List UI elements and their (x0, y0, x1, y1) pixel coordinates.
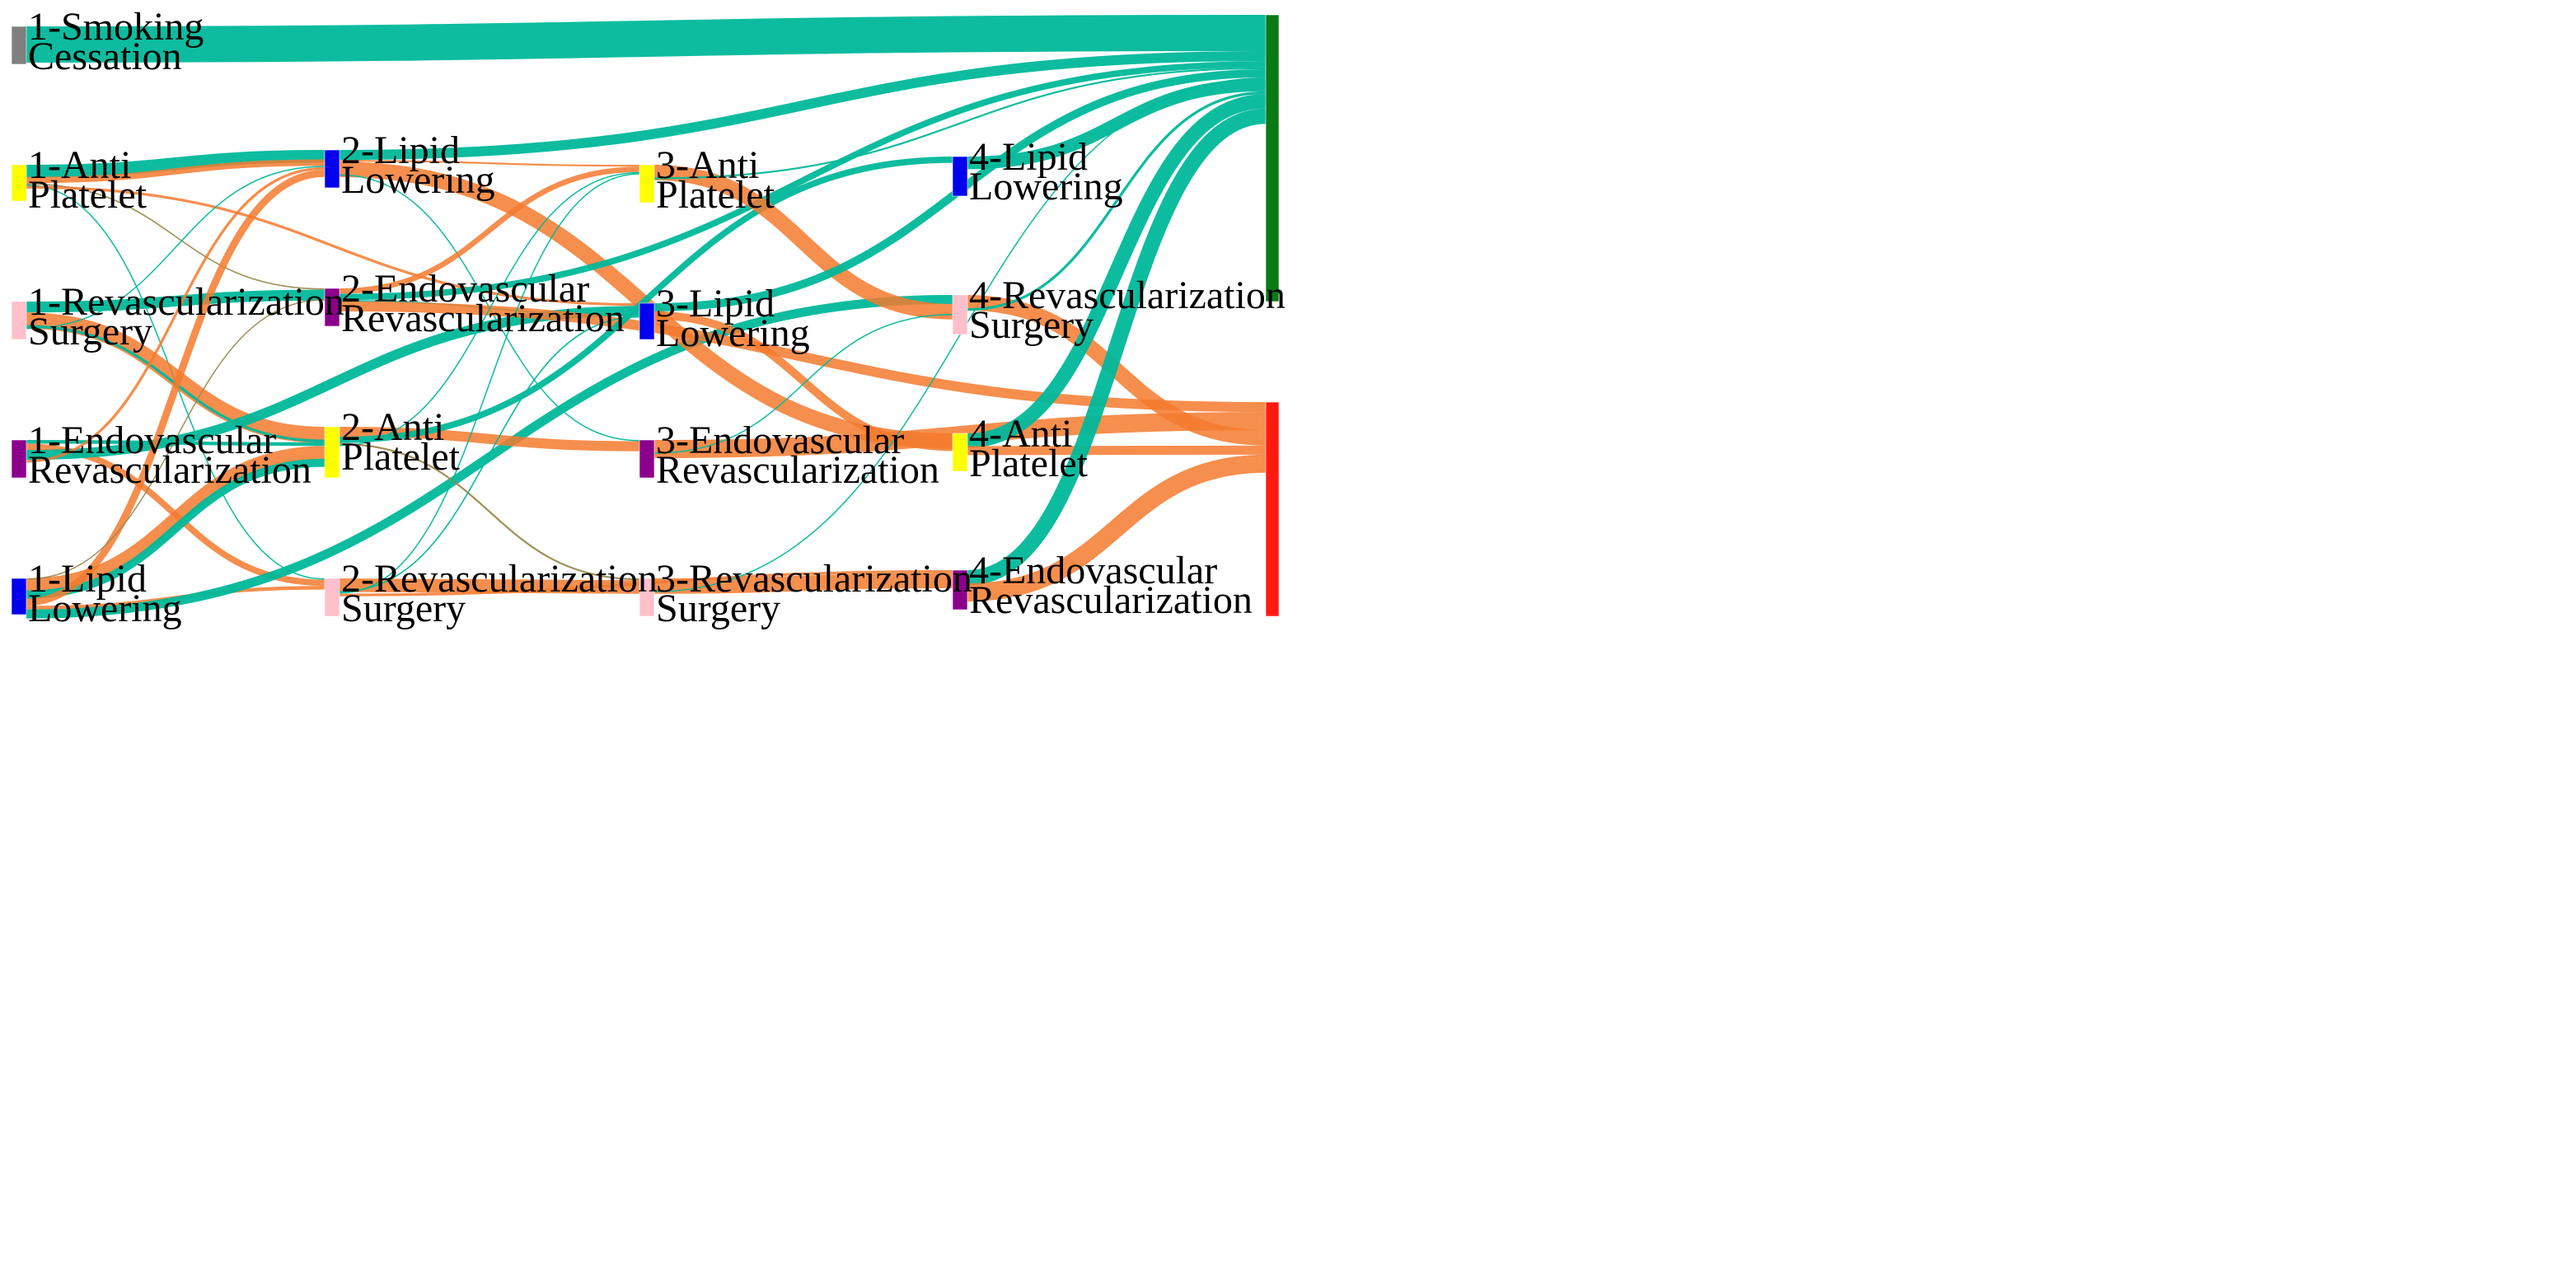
node-sink-positive (1265, 14, 1280, 302)
node-n2-endo (324, 288, 340, 327)
flow-link-n2-lipid-to-n3-anti-21 (339, 160, 640, 167)
node-n4-revsurg (952, 294, 968, 335)
flow-link-n2-anti-to-n3-revsurg-30 (339, 442, 640, 581)
node-n1-lipid (11, 578, 27, 615)
flow-link-n4-anti-to-sink-positive-47 (967, 94, 1267, 448)
flow-link-n3-anti-to-n4-revsurg-36 (653, 165, 953, 320)
node-label-n1-anti: 1-Anti Platelet (28, 143, 148, 217)
node-label-n1-lipid: 1-Lipid Lowering (28, 557, 182, 630)
flow-nodes (11, 14, 1280, 617)
flow-link-n1-smoking-to-sink-positive-0 (26, 15, 1267, 63)
node-label-n1-smoking: 1-Smoking Cessation (28, 5, 204, 78)
node-label-n2-anti: 2-Anti Platelet (341, 405, 461, 479)
flow-link-n1-anti-to-n2-lipid-1 (26, 150, 326, 178)
node-label-n4-anti: 4-Anti Platelet (969, 412, 1089, 485)
flow-link-n2-endo-to-sink-positive-25 (339, 61, 1267, 301)
node-n3-lipid (639, 302, 655, 340)
node-label-n2-revsurg: 2-Revascularization Surgery (341, 557, 658, 630)
node-n1-anti (11, 164, 27, 202)
node-label-n3-revsurg: 3-Revascularization Surgery (656, 557, 972, 630)
node-n3-revsurg (639, 578, 655, 617)
flow-link-n2-revsurg-to-n3-anti-34 (339, 173, 640, 594)
node-n2-revsurg (324, 578, 340, 617)
flow-link-n1-lipid-to-n4-revsurg-18 (26, 295, 953, 619)
flow-link-n1-anti-to-n2-lipid-2 (26, 159, 326, 184)
flow-link-n1-anti-to-n3-lipid-5 (26, 185, 640, 306)
node-n4-anti (952, 433, 968, 472)
flow-link-n1-lipid-to-n2-endo-19 (26, 299, 326, 580)
flow-link-n1-revsurg-to-n2-endo-6 (26, 289, 326, 313)
node-label-n1-endo: 1-Endovascular Revascularization (28, 419, 311, 492)
flow-link-n1-lipid-to-n2-anti-15 (26, 458, 326, 599)
flow-link-n3-endo-to-n4-revsurg-41 (653, 314, 953, 454)
node-n4-endo (952, 569, 968, 611)
flow-link-n2-lipid-to-sink-positive-20 (339, 51, 1267, 161)
flow-link-n3-anti-to-sink-positive-37 (653, 67, 1267, 180)
node-label-n1-revsurg: 1-Revascularization Surgery (28, 280, 344, 353)
node-n3-anti (639, 164, 655, 204)
node-n1-smoking (11, 26, 27, 65)
flow-link-n2-anti-to-n3-anti-31 (339, 171, 640, 447)
flow-link-n4-anti-to-sink-negative-48 (967, 445, 1267, 456)
node-n2-anti (324, 426, 340, 479)
flow-link-n4-revsurg-to-sink-positive-46 (967, 91, 1267, 311)
node-sink-negative (1265, 401, 1280, 617)
flow-link-n4-endo-to-sink-positive-49 (967, 108, 1267, 586)
node-label-n4-lipid: 4-Lipid Lowering (969, 135, 1123, 208)
flow-link-n1-revsurg-to-n2-lipid-9 (26, 166, 326, 330)
flow-link-n2-revsurg-to-n3-lipid-33 (339, 316, 640, 592)
flow-link-n1-endo-to-n3-lipid-12 (26, 306, 640, 461)
node-n1-revsurg (11, 301, 27, 340)
node-label-n4-revsurg: 4-Revascularization Surgery (969, 274, 1286, 347)
flow-link-n2-anti-to-n4-lipid-29 (339, 157, 953, 443)
node-label-n2-endo: 2-Endovascular Revascularization (341, 267, 625, 340)
flow-link-n2-endo-to-sink-negative-27 (339, 301, 1267, 413)
node-label-n3-endo: 3-Endovascular Revascularization (656, 419, 939, 492)
node-n1-endo (11, 439, 27, 479)
node-label-n3-anti: 3-Anti Platelet (656, 143, 775, 217)
flow-link-n4-lipid-to-sink-positive-44 (967, 78, 1267, 170)
node-n2-lipid (324, 149, 340, 189)
node-label-n3-lipid: 3-Lipid Lowering (656, 282, 810, 355)
node-n3-endo (639, 439, 655, 479)
node-label-n4-endo: 4-Endovascular Revascularization (969, 549, 1253, 622)
flow-links (26, 15, 1267, 619)
node-n4-lipid (952, 156, 968, 197)
node-labels: 1-Smoking Cessation 1-Anti Platelet 1-Revasc… (28, 5, 1286, 630)
node-label-n2-lipid: 2-Lipid Lowering (341, 129, 495, 202)
flow-link-n1-lipid-to-n2-lipid-16 (26, 170, 326, 606)
flow-link-n4-endo-to-sink-negative-50 (967, 454, 1267, 601)
flow-link-n2-endo-to-n3-anti-24 (339, 166, 640, 294)
flow-link-n1-endo-to-n2-lipid-13 (26, 166, 326, 463)
